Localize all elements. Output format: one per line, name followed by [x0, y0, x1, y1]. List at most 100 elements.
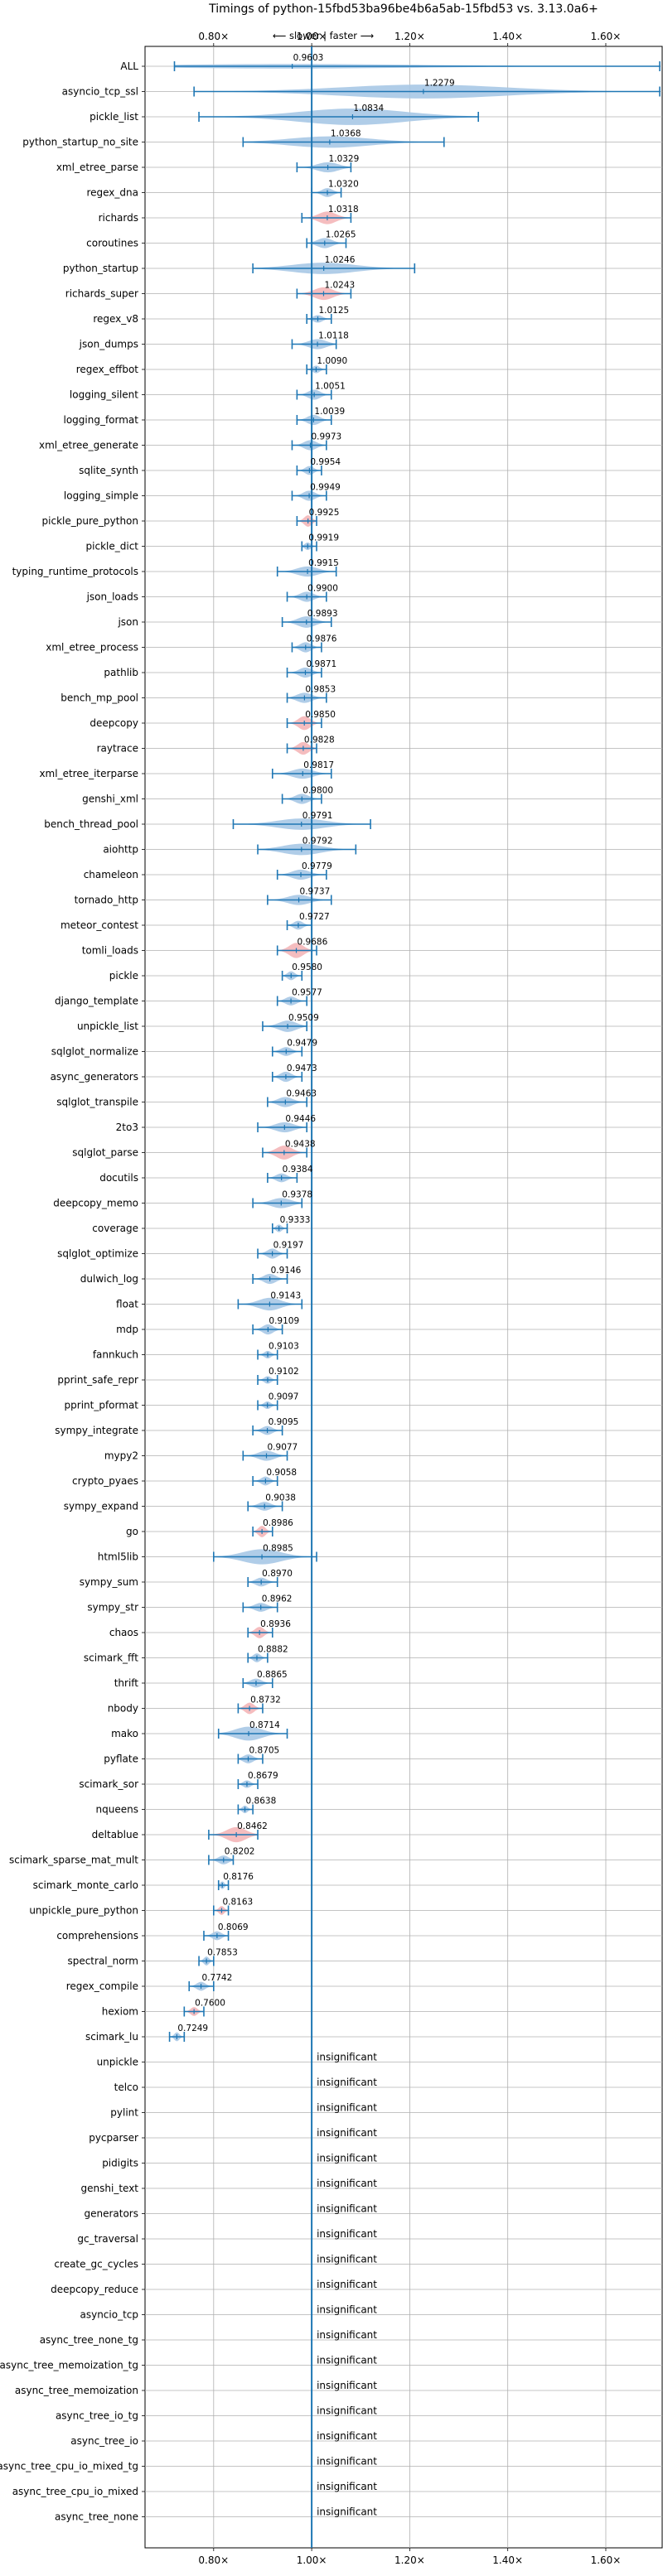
benchmark-label: sqlglot_normalize: [51, 1046, 138, 1058]
value-label: 0.9384: [283, 1165, 313, 1175]
benchmark-label: sqlglot_parse: [72, 1147, 138, 1159]
value-label: 0.9900: [307, 584, 338, 594]
insignificant-label: insignificant: [317, 2506, 377, 2518]
value-label: 0.9058: [266, 1468, 297, 1478]
insignificant-label: insignificant: [317, 2127, 377, 2139]
value-label: 0.8882: [258, 1645, 288, 1655]
insignificant-label: insignificant: [317, 2304, 377, 2316]
gridlines: [145, 46, 662, 2548]
benchmark-label: unpickle_pure_python: [29, 1905, 138, 1917]
x-tick-label-bottom: 1.60×: [591, 2554, 622, 2566]
value-label: 0.8163: [222, 1898, 253, 1908]
value-label: 0.9853: [305, 685, 336, 695]
benchmark-label: unpickle: [97, 2057, 138, 2068]
benchmark-label: regex_dna: [86, 187, 138, 199]
value-label: 0.7742: [202, 1973, 233, 1983]
benchmark-label: sqlglot_transpile: [56, 1097, 138, 1108]
insignificant-label: insignificant: [317, 2228, 377, 2240]
value-label: 1.0265: [326, 230, 356, 240]
benchmark-label: telco: [114, 2082, 138, 2093]
value-label: 0.9779: [302, 861, 332, 871]
x-tick-label-top: 1.40×: [492, 31, 523, 42]
value-label: 0.8705: [249, 1746, 280, 1756]
value-label: 0.9438: [285, 1140, 316, 1150]
benchmark-label: richards_super: [65, 288, 138, 300]
benchmark-label: json_dumps: [79, 339, 138, 350]
benchmark-label: deepcopy_reduce: [51, 2284, 138, 2295]
benchmark-label: pickle_list: [90, 111, 138, 123]
value-label: 0.8069: [218, 1922, 249, 1932]
benchmark-label: json_loads: [86, 591, 138, 603]
value-label: 0.9737: [300, 887, 331, 897]
benchmark-label: sqlglot_optimize: [57, 1248, 138, 1260]
benchmark-label: deepcopy_memo: [53, 1198, 138, 1209]
benchmark-label: async_tree_io_tg: [56, 2410, 138, 2422]
value-label: 0.9577: [292, 988, 322, 998]
x-tick-label-bottom: 1.20×: [394, 2554, 425, 2566]
insignificant-label: insignificant: [317, 2279, 377, 2290]
benchmark-label: html5lib: [98, 1551, 138, 1563]
benchmark-label: xml_etree_process: [46, 642, 138, 654]
benchmark-label: async_generators: [51, 1071, 138, 1083]
value-label: 1.0834: [353, 104, 384, 113]
value-label: 1.0318: [328, 205, 359, 215]
benchmark-label: deepcopy: [90, 717, 138, 729]
benchmark-label: coverage: [92, 1223, 138, 1234]
value-label: 0.9973: [312, 432, 342, 442]
value-label: 1.0368: [331, 129, 361, 139]
benchmark-label: xml_etree_iterparse: [39, 768, 138, 779]
benchmark-label: genshi_text: [81, 2183, 139, 2194]
value-label: 0.9893: [307, 609, 338, 619]
value-label: 0.9919: [308, 533, 339, 543]
value-label: 1.0039: [314, 407, 345, 417]
insignificant-label: insignificant: [317, 2430, 377, 2442]
benchmark-label: pidigits: [102, 2158, 138, 2169]
x-tick-label-top: 1.20×: [394, 31, 425, 42]
insignificant-label: insignificant: [317, 2405, 377, 2417]
benchmark-label: async_tree_none: [55, 2511, 138, 2523]
value-label: 0.9333: [280, 1215, 311, 1225]
value-label: 1.0090: [317, 356, 347, 366]
benchmark-label: mdp: [116, 1324, 138, 1335]
benchmark-label: fannkuch: [93, 1349, 138, 1361]
value-label: 1.0320: [328, 180, 359, 190]
x-tick-label-bottom: 1.40×: [492, 2554, 523, 2566]
benchmark-label: create_gc_cycles: [54, 2259, 138, 2270]
value-label: 0.9800: [302, 786, 333, 796]
benchmark-label: sympy_expand: [64, 1501, 138, 1512]
value-label: 0.9949: [310, 483, 341, 493]
benchmark-label: richards: [99, 212, 138, 224]
benchmark-label: nbody: [108, 1703, 138, 1715]
value-label: 0.8176: [223, 1872, 254, 1882]
x-tick-label-bottom: 1.00×: [297, 2554, 327, 2566]
benchmark-label: meteor_contest: [60, 919, 138, 931]
benchmark-label: scimark_sor: [79, 1778, 138, 1790]
benchmark-label: spectral_norm: [67, 1956, 138, 1967]
value-labels: 0.9603 1.2279 1.0834 1.0368 1.0329 1.0320 1.03…: [177, 53, 454, 2518]
value-label: 1.0243: [324, 281, 355, 291]
benchmark-label: pickle_dict: [86, 541, 139, 552]
value-label: 0.9727: [299, 912, 330, 922]
benchmark-label: pathlib: [104, 667, 138, 678]
benchmark-label: tomli_loads: [82, 945, 138, 957]
value-label: 0.8985: [263, 1544, 293, 1554]
benchmark-label: mypy2: [104, 1450, 138, 1462]
benchmark-label: docutils: [99, 1172, 138, 1184]
value-label: 0.7853: [207, 1948, 238, 1958]
benchmark-label: async_tree_io: [70, 2435, 138, 2447]
insignificant-label: insignificant: [317, 2052, 377, 2063]
x-tick-label-bottom: 0.80×: [198, 2554, 229, 2566]
value-label: 1.0125: [318, 306, 349, 316]
benchmark-label: asyncio_tcp_ssl: [62, 86, 138, 98]
benchmark-label: sympy_str: [87, 1602, 138, 1614]
benchmark-label: logging_silent: [70, 389, 138, 401]
benchmark-label: genshi_xml: [82, 794, 138, 805]
benchmark-label: gc_traversal: [77, 2233, 138, 2245]
direction-label: ⟵ slower | faster ⟶: [273, 30, 374, 41]
benchmark-label: scimark_sparse_mat_mult: [9, 1855, 138, 1866]
value-label: 0.7600: [195, 1999, 225, 2009]
value-label: 0.8638: [246, 1797, 277, 1807]
value-label: 0.9446: [285, 1114, 316, 1124]
insignificant-label: insignificant: [317, 2329, 377, 2341]
benchmark-label: regex_v8: [93, 313, 138, 325]
